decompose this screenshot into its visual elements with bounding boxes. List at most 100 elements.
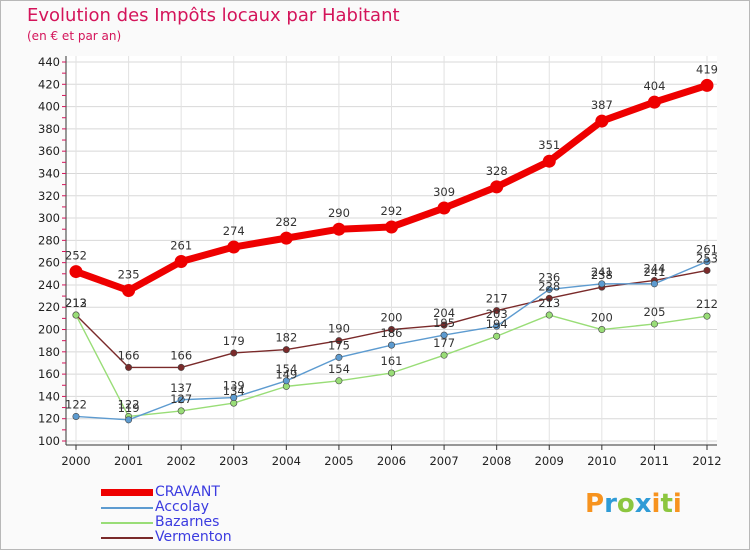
data-label-vermenton: 190	[328, 322, 350, 336]
logo-letter: o	[616, 489, 635, 519]
data-label-cravant: 328	[486, 164, 508, 178]
data-point-accolay	[282, 377, 290, 385]
y-tick-label: 180	[38, 345, 60, 359]
data-label-bazarnes: 200	[591, 311, 613, 325]
data-point-bazarnes	[335, 377, 343, 385]
legend-label: Vermenton	[155, 529, 232, 545]
data-label-vermenton: 253	[696, 251, 718, 265]
data-label-vermenton: 204	[433, 306, 455, 320]
x-tick-label: 2001	[114, 454, 143, 468]
y-tick-label: 140	[38, 389, 60, 403]
data-label-vermenton: 244	[643, 261, 665, 275]
data-label-bazarnes: 177	[433, 336, 455, 350]
data-label-cravant: 309	[433, 185, 455, 199]
data-point-bazarnes	[545, 311, 553, 319]
data-label-vermenton: 182	[275, 331, 297, 345]
data-point-vermenton	[230, 349, 238, 357]
data-point-cravant	[174, 255, 188, 269]
data-point-bazarnes	[598, 326, 606, 334]
data-label-vermenton: 217	[486, 292, 508, 306]
y-tick-label: 120	[38, 412, 60, 426]
legend-swatch	[101, 537, 153, 539]
data-label-bazarnes: 134	[223, 384, 245, 398]
y-tick-label: 440	[38, 55, 60, 69]
y-tick-label: 100	[38, 434, 60, 448]
data-label-vermenton: 166	[118, 348, 140, 362]
data-point-vermenton	[387, 326, 395, 334]
data-label-cravant: 292	[381, 204, 403, 218]
proxiti-logo: Proxiti	[585, 489, 682, 519]
data-point-cravant	[122, 284, 136, 298]
data-point-accolay	[72, 412, 80, 420]
data-point-vermenton	[335, 337, 343, 345]
legend-item-vermenton: Vermenton	[101, 529, 301, 546]
legend-label: CRAVANT	[155, 484, 220, 500]
data-label-bazarnes: 149	[275, 367, 297, 381]
data-point-cravant	[542, 154, 556, 168]
x-tick-label: 2007	[429, 454, 458, 468]
x-tick-label: 2000	[61, 454, 90, 468]
data-label-bazarnes: 213	[65, 296, 87, 310]
logo-letter: r	[604, 489, 617, 519]
data-point-cravant	[385, 220, 398, 234]
x-tick-label: 2005	[324, 454, 353, 468]
data-point-bazarnes	[177, 407, 185, 415]
legend-item-bazarnes: Bazarnes	[101, 514, 301, 531]
data-point-bazarnes	[703, 312, 711, 320]
x-tick-label: 2008	[482, 454, 511, 468]
y-tick-label: 380	[38, 122, 60, 136]
legend-item-accolay: Accolay	[101, 499, 301, 516]
data-point-cravant	[595, 114, 609, 128]
legend-label: Bazarnes	[155, 514, 220, 530]
data-point-cravant	[437, 201, 451, 215]
data-point-bazarnes	[72, 311, 80, 319]
data-point-accolay	[598, 280, 606, 288]
x-tick-label: 2009	[535, 454, 564, 468]
data-label-accolay: 261	[696, 243, 718, 257]
chart-title: Evolution des Impôts locaux par Habitant	[27, 5, 400, 26]
data-label-bazarnes: 122	[118, 397, 140, 411]
data-point-vermenton	[703, 266, 711, 274]
data-point-accolay	[545, 285, 553, 293]
data-label-bazarnes: 213	[538, 296, 560, 310]
logo-letter: i	[672, 489, 682, 519]
y-tick-label: 200	[38, 323, 60, 337]
y-tick-label: 300	[38, 211, 60, 225]
data-point-vermenton	[493, 307, 501, 315]
x-tick-label: 2010	[587, 454, 616, 468]
data-point-cravant	[647, 95, 661, 109]
data-label-cravant: 419	[696, 62, 718, 76]
data-point-cravant	[69, 265, 83, 279]
data-label-bazarnes: 194	[486, 317, 508, 331]
legend-swatch	[101, 489, 153, 496]
data-label-bazarnes: 212	[696, 297, 718, 311]
data-label-accolay: 175	[328, 338, 350, 352]
logo-letter: x	[634, 489, 652, 519]
y-tick-label: 400	[38, 100, 60, 114]
data-label-cravant: 235	[118, 268, 140, 282]
data-point-accolay	[335, 353, 343, 361]
data-point-cravant	[490, 180, 504, 194]
y-tick-label: 360	[38, 144, 60, 158]
logo-letter: P	[585, 489, 605, 519]
y-tick-label: 340	[38, 166, 60, 180]
y-tick-label: 320	[38, 189, 60, 203]
data-label-cravant: 290	[328, 206, 350, 220]
x-tick-label: 2012	[692, 454, 721, 468]
data-label-accolay: 236	[538, 270, 560, 284]
data-point-bazarnes	[650, 320, 658, 328]
data-label-vermenton: 228	[538, 279, 560, 293]
data-label-accolay: 137	[170, 381, 192, 395]
data-label-accolay: 122	[65, 397, 87, 411]
data-label-accolay: 241	[643, 265, 665, 279]
legend-swatch	[101, 522, 153, 524]
data-label-cravant: 282	[275, 215, 297, 229]
data-label-vermenton: 166	[170, 348, 192, 362]
data-label-vermenton: 212	[65, 296, 87, 310]
data-label-accolay: 119	[118, 401, 140, 415]
y-tick-label: 260	[38, 256, 60, 270]
data-label-accolay: 186	[381, 326, 403, 340]
data-point-accolay	[650, 280, 658, 288]
